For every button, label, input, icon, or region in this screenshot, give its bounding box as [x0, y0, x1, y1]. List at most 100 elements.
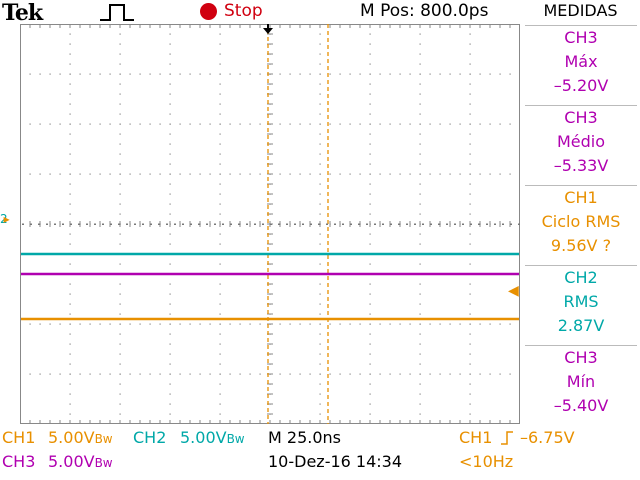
grid-dot — [159, 73, 161, 75]
measurement-1[interactable]: CH3 Máx –5.20V — [525, 25, 637, 104]
ground-reference-dot — [70, 223, 72, 225]
grid-dot — [49, 73, 51, 75]
ground-reference-dot — [126, 223, 128, 225]
grid-dot — [179, 73, 181, 75]
grid-dot — [519, 273, 520, 275]
grid-dot — [319, 353, 321, 355]
grid-dot — [369, 293, 371, 295]
grid-dot — [419, 203, 421, 205]
grid-dot — [319, 203, 321, 205]
grid-dot — [489, 123, 491, 125]
grid-dot — [369, 83, 371, 85]
grid-dot — [69, 263, 71, 265]
grid-dot — [499, 73, 501, 75]
grid-dot — [139, 373, 141, 375]
measurement-3[interactable]: CH1 Ciclo RMS 9.56V ? — [525, 185, 637, 264]
measurement-4[interactable]: CH2 RMS 2.87V — [525, 265, 637, 344]
grid-dot — [469, 323, 471, 325]
grid-dot — [249, 123, 251, 125]
grid-dot — [519, 173, 520, 175]
grid-dot — [169, 323, 171, 325]
grid-dot — [289, 323, 291, 325]
grid-dot — [239, 323, 241, 325]
grid-dot — [469, 293, 471, 295]
waveform-display[interactable] — [20, 24, 520, 424]
ch2-label[interactable]: CH2 — [133, 428, 167, 447]
grid-dot — [89, 73, 91, 75]
grid-dot — [119, 413, 121, 415]
ground-reference-dot — [334, 223, 336, 225]
grid-dot — [469, 393, 471, 395]
grid-dot — [219, 53, 221, 55]
ground-reference-dot — [238, 223, 240, 225]
ch3-label[interactable]: CH3 — [2, 452, 36, 471]
grid-dot — [119, 53, 121, 55]
grid-dot — [519, 323, 520, 325]
grid-dot — [179, 173, 181, 175]
grid-dot — [49, 373, 51, 375]
grid-dot — [219, 63, 221, 65]
grid-dot — [489, 173, 491, 175]
grid-dot — [469, 143, 471, 145]
ground-reference-dot — [342, 223, 344, 225]
grid-dot — [139, 123, 141, 125]
ground-reference-dot — [158, 223, 160, 225]
grid-dot — [319, 123, 321, 125]
timebase[interactable]: M 25.0ns — [268, 428, 341, 447]
grid-dot — [319, 293, 321, 295]
grid-dot — [309, 373, 311, 375]
grid-dot — [469, 103, 471, 105]
grid-dot — [29, 123, 31, 125]
grid-dot — [329, 323, 331, 325]
measurement-2[interactable]: CH3 Médio –5.33V — [525, 105, 637, 184]
grid-dot — [469, 333, 471, 335]
grid-dot — [219, 293, 221, 295]
grid-dot — [319, 93, 321, 95]
grid-dot — [469, 63, 471, 65]
grid-dot — [169, 333, 171, 335]
grid-dot — [319, 363, 321, 365]
grid-dot — [329, 373, 331, 375]
grid-dot — [219, 303, 221, 305]
grid-dot — [49, 173, 51, 175]
grid-dot — [319, 283, 321, 285]
grid-dot — [479, 73, 481, 75]
ch3-bandwidth-limit: Bw — [94, 456, 113, 470]
grid-dot — [69, 243, 71, 245]
grid-dot — [139, 323, 141, 325]
grid-dot — [379, 373, 381, 375]
grid-dot — [139, 173, 141, 175]
grid-dot — [99, 323, 101, 325]
grid-dot — [319, 193, 321, 195]
trigger-source[interactable]: CH1 — [459, 428, 493, 447]
grid-dot — [319, 153, 321, 155]
measurement-channel: CH3 — [564, 28, 598, 47]
measurement-channel: CH2 — [564, 268, 598, 287]
grid-dot — [169, 243, 171, 245]
grid-dot — [319, 73, 321, 75]
grid-dot — [469, 233, 471, 235]
grid-dot — [469, 93, 471, 95]
grid-dot — [109, 123, 111, 125]
grid-dot — [369, 363, 371, 365]
grid-dot — [319, 403, 321, 405]
grid-dot — [69, 283, 71, 285]
measurement-5[interactable]: CH3 Mín –5.40V — [525, 345, 637, 424]
grid-dot — [119, 203, 121, 205]
grid-dot — [329, 123, 331, 125]
grid-dot — [319, 63, 321, 65]
ground-reference-dot — [502, 223, 504, 225]
grid-dot — [399, 123, 401, 125]
grid-dot — [419, 243, 421, 245]
grid-dot — [69, 203, 71, 205]
ch1-label[interactable]: CH1 — [2, 428, 36, 447]
grid-dot — [389, 323, 391, 325]
grid-dot — [149, 123, 151, 125]
grid-dot — [339, 73, 341, 75]
ground-reference-dot — [222, 223, 224, 225]
ground-reference-dot — [470, 223, 472, 225]
grid-dot — [459, 323, 461, 325]
grid-dot — [219, 123, 221, 125]
grid-dot — [259, 123, 261, 125]
ch3-scale: 5.00VBw — [48, 452, 113, 471]
